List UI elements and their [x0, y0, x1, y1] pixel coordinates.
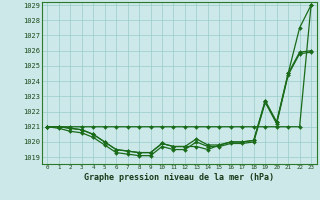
X-axis label: Graphe pression niveau de la mer (hPa): Graphe pression niveau de la mer (hPa)	[84, 173, 274, 182]
